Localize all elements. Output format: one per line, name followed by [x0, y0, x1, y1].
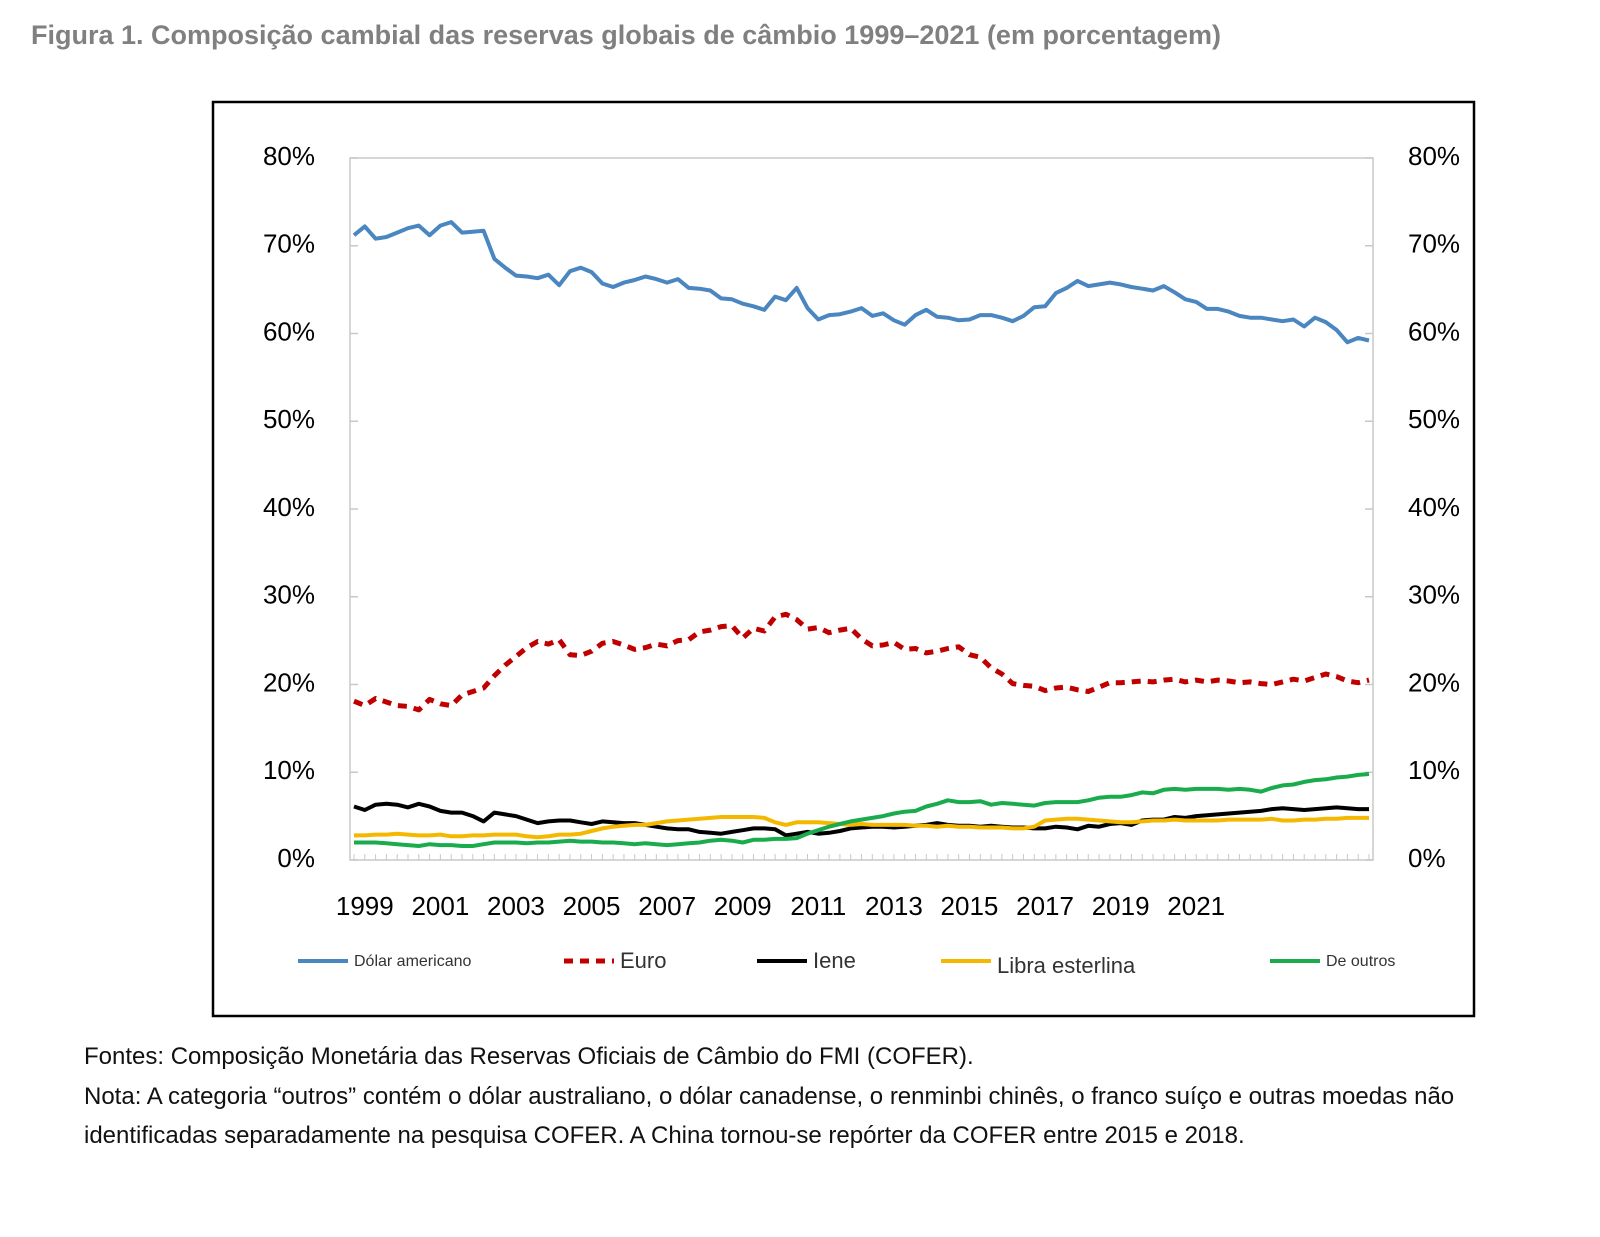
- y2-tick-label: 10%: [1408, 755, 1460, 785]
- legend-label: Euro: [620, 948, 666, 973]
- x-tick-label: 2011: [790, 891, 846, 921]
- x-tick-label: 2007: [638, 891, 696, 921]
- x-tick-label: 2005: [563, 891, 621, 921]
- x-tick-label: 2003: [487, 891, 545, 921]
- y2-tick-label: 70%: [1408, 229, 1460, 259]
- x-tick-label: 2021: [1167, 891, 1225, 921]
- y2-tick-label: 80%: [1408, 141, 1460, 171]
- y-tick-label: 50%: [263, 404, 315, 434]
- chart-title: Figura 1. Composição cambial das reserva…: [31, 20, 1221, 50]
- y2-tick-label: 20%: [1408, 667, 1460, 697]
- x-tick-label: 1999: [336, 891, 394, 921]
- y-tick-label: 20%: [263, 667, 315, 697]
- series-line: [353, 801, 1369, 838]
- legend-label: Libra esterlina: [997, 953, 1136, 978]
- y-tick-label: 70%: [263, 229, 315, 259]
- y2-tick-label: 0%: [1408, 843, 1446, 873]
- series-line: [354, 815, 1369, 840]
- series-line: [352, 220, 1370, 345]
- y-tick-label: 80%: [263, 141, 315, 171]
- chart-frame: [211, 100, 1476, 1018]
- y-tick-label: 10%: [263, 755, 315, 785]
- y-tick-label: 60%: [263, 316, 315, 346]
- footnote: Nota: A categoria “outros” contém o dóla…: [84, 1083, 1455, 1149]
- x-tick-label: 2001: [411, 891, 469, 921]
- legend-label: Iene: [813, 948, 856, 973]
- x-tick-label: 2009: [714, 891, 772, 921]
- y-tick-label: 30%: [263, 580, 315, 610]
- y-tick-label: 40%: [263, 492, 315, 522]
- x-tick-label: 2015: [941, 891, 999, 921]
- legend-label: Dólar americano: [354, 953, 471, 970]
- x-tick-label: 2013: [865, 891, 923, 921]
- legend-label: De outros: [1326, 953, 1395, 970]
- y2-tick-label: 30%: [1408, 580, 1460, 610]
- series-line: [354, 772, 1370, 848]
- series-line: [353, 611, 1370, 713]
- y2-tick-label: 60%: [1408, 316, 1460, 346]
- y-tick-label: 0%: [277, 843, 315, 873]
- y2-tick-label: 40%: [1408, 492, 1460, 522]
- source-note: Fontes: Composição Monetária das Reserva…: [84, 1043, 974, 1070]
- x-tick-label: 2017: [1016, 891, 1074, 921]
- y2-tick-label: 50%: [1408, 404, 1460, 434]
- x-tick-label: 2019: [1092, 891, 1150, 921]
- plot-area: [349, 157, 1374, 861]
